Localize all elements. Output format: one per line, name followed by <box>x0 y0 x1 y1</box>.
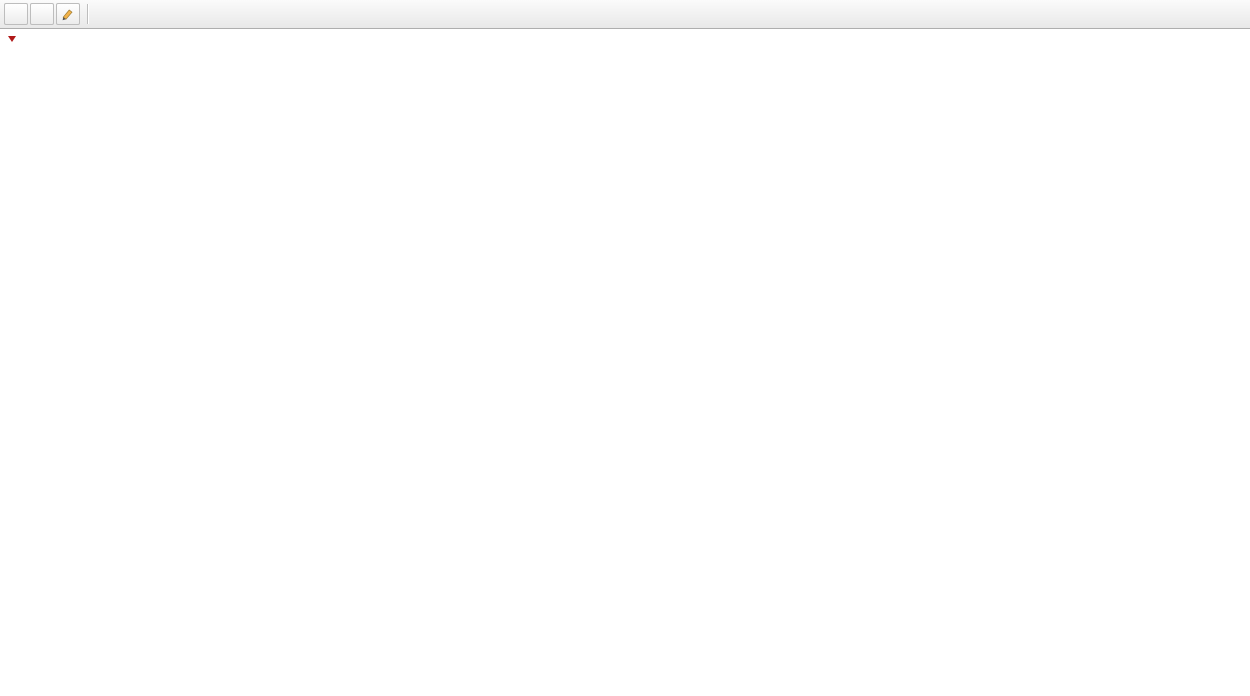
text-tool-button[interactable] <box>30 3 54 25</box>
pencil-icon <box>62 9 73 20</box>
toolbar <box>0 0 1250 29</box>
arrow-tool-button[interactable] <box>4 3 28 25</box>
symbol-collapse-icon[interactable] <box>8 36 16 42</box>
toolbar-separator <box>87 4 88 24</box>
chart-surface[interactable] <box>0 29 1205 676</box>
style-tool-button[interactable] <box>56 3 80 25</box>
chart-title <box>8 36 46 42</box>
